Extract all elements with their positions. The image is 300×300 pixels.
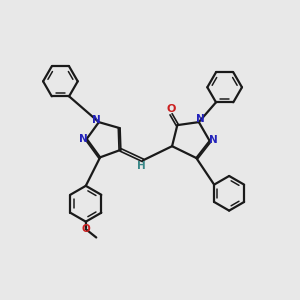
Text: O: O <box>81 224 90 234</box>
Text: N: N <box>92 115 101 125</box>
Text: N: N <box>79 134 88 144</box>
Text: H: H <box>137 161 146 171</box>
Text: O: O <box>166 104 176 114</box>
Text: N: N <box>209 135 218 145</box>
Text: N: N <box>196 114 205 124</box>
